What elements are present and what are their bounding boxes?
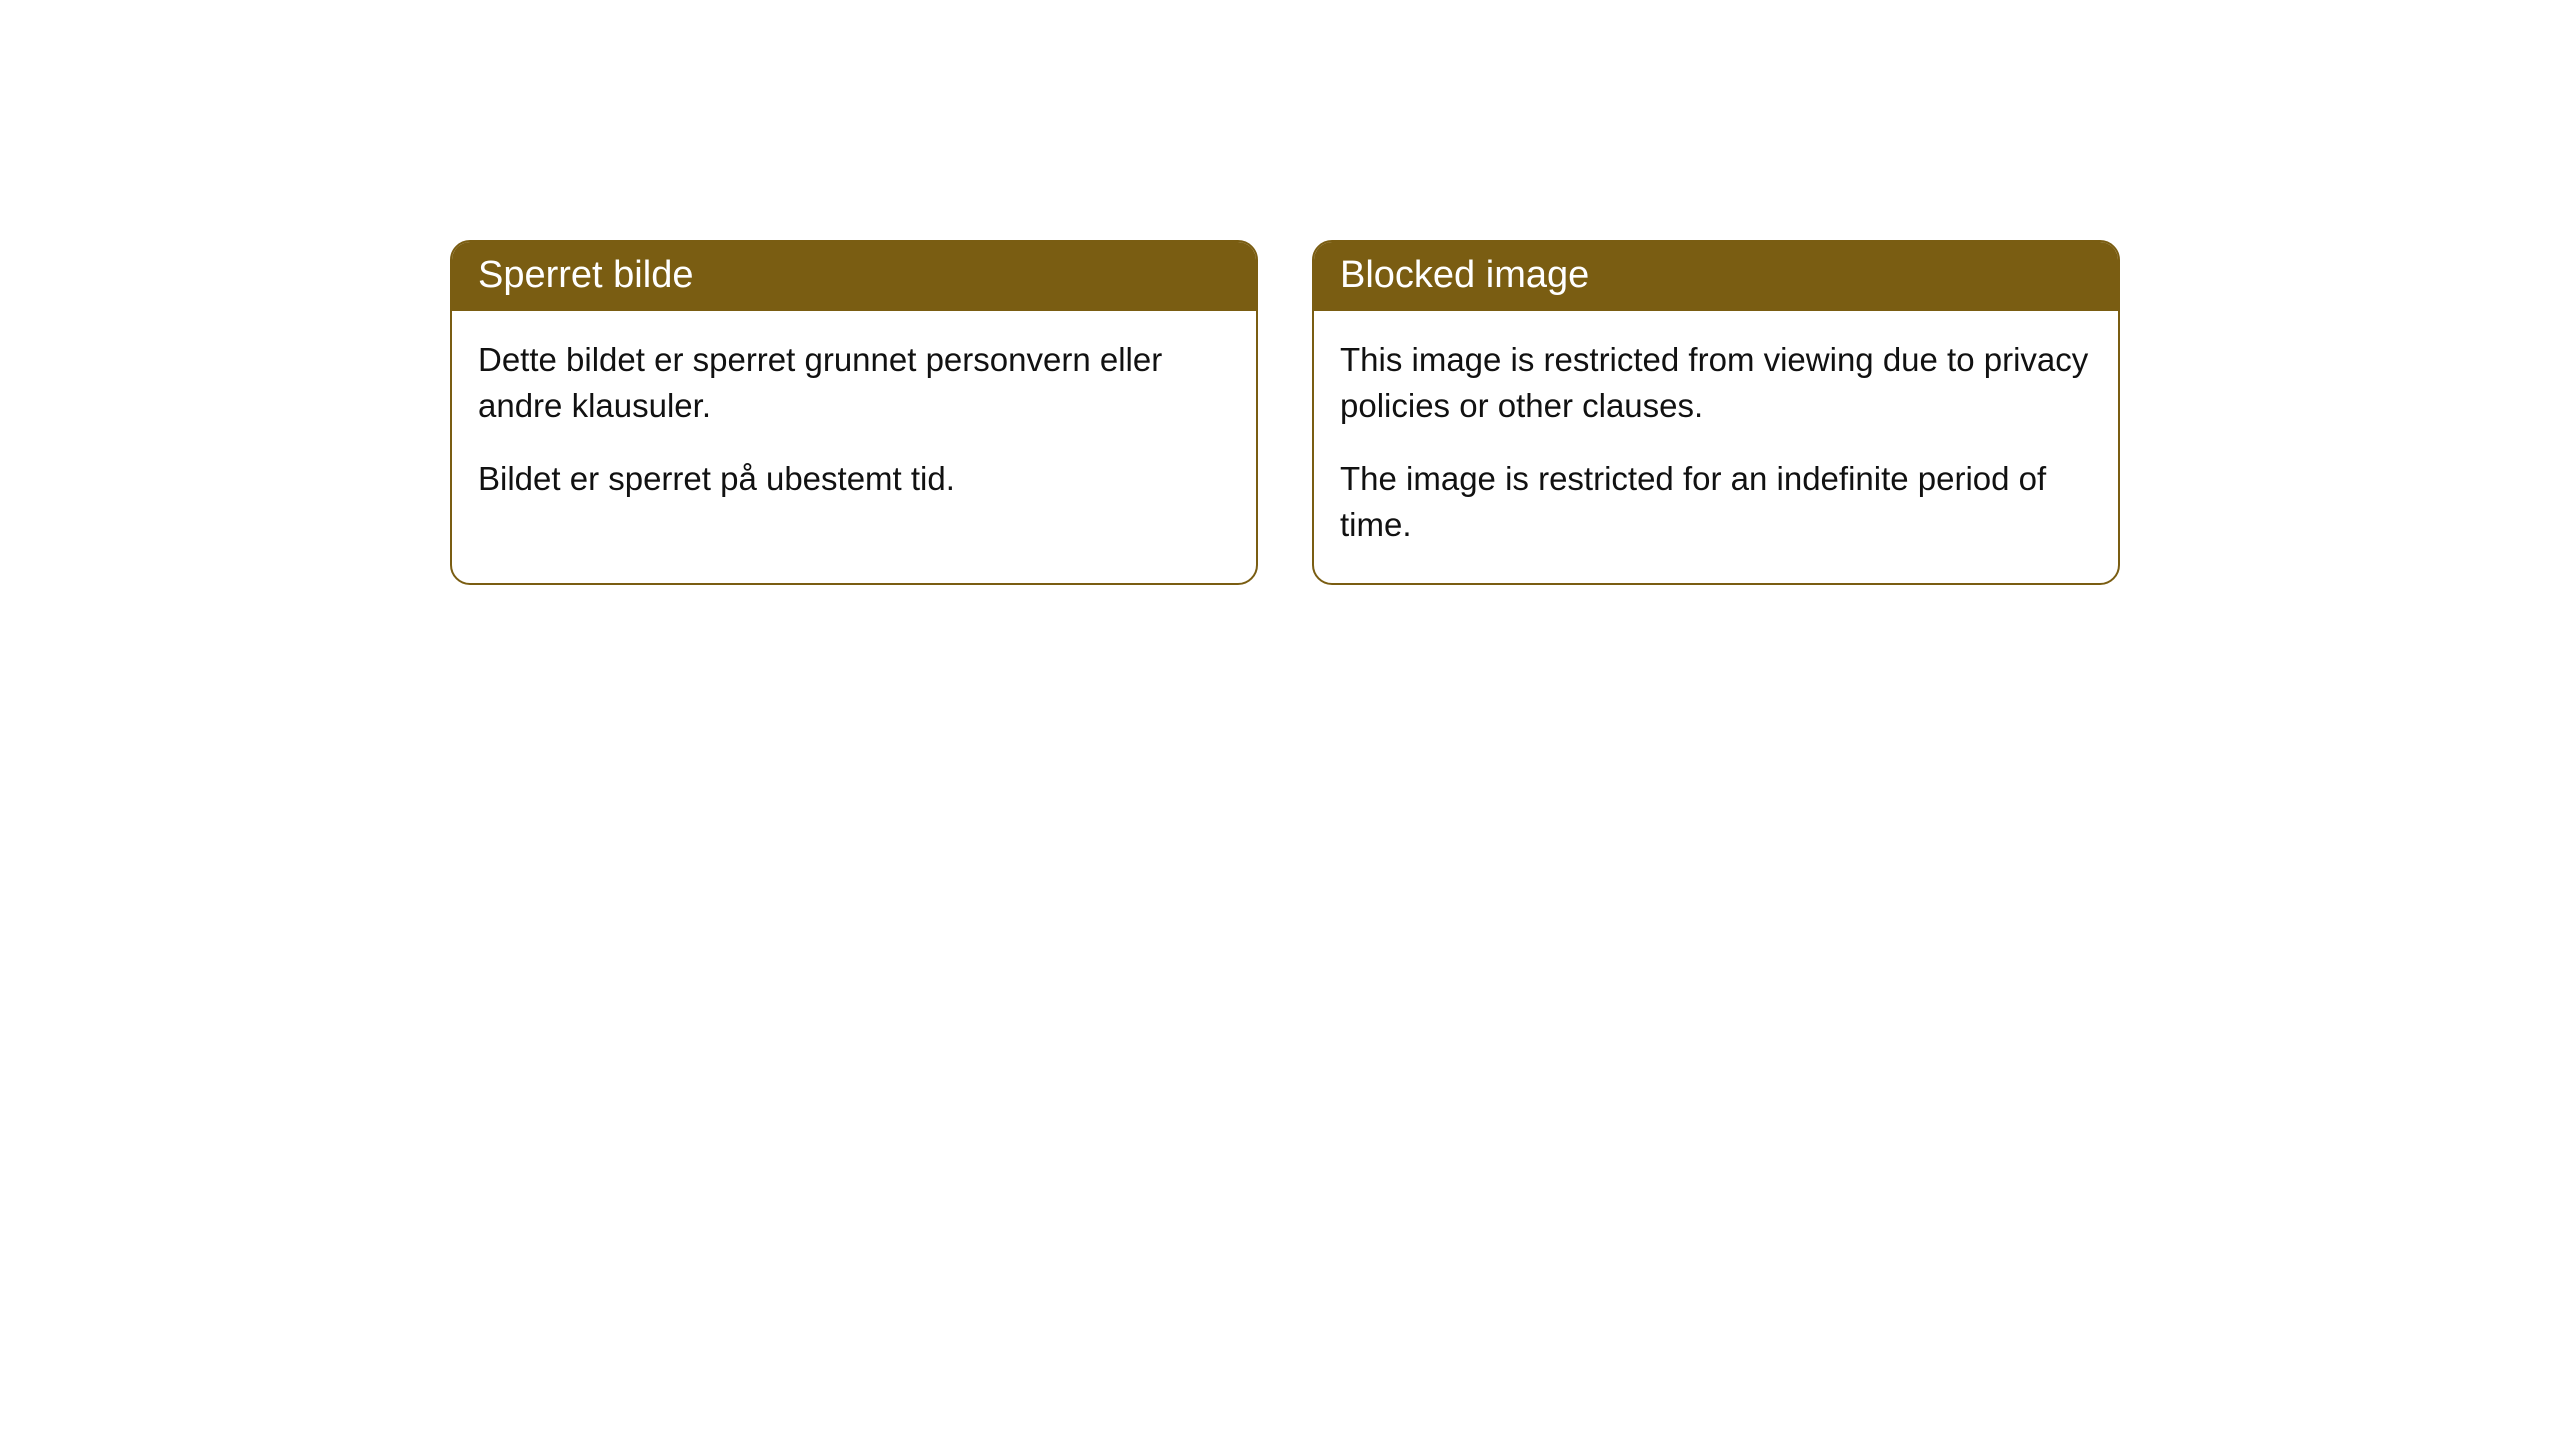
card-header: Blocked image — [1314, 242, 2118, 311]
body-paragraph: This image is restricted from viewing du… — [1340, 337, 2092, 428]
card-header: Sperret bilde — [452, 242, 1256, 311]
body-paragraph: Dette bildet er sperret grunnet personve… — [478, 337, 1230, 428]
card-body: This image is restricted from viewing du… — [1314, 311, 2118, 583]
notice-container: Sperret bilde Dette bildet er sperret gr… — [0, 0, 2560, 585]
body-paragraph: Bildet er sperret på ubestemt tid. — [478, 456, 1230, 502]
notice-card-english: Blocked image This image is restricted f… — [1312, 240, 2120, 585]
notice-card-norwegian: Sperret bilde Dette bildet er sperret gr… — [450, 240, 1258, 585]
card-body: Dette bildet er sperret grunnet personve… — [452, 311, 1256, 538]
body-paragraph: The image is restricted for an indefinit… — [1340, 456, 2092, 547]
